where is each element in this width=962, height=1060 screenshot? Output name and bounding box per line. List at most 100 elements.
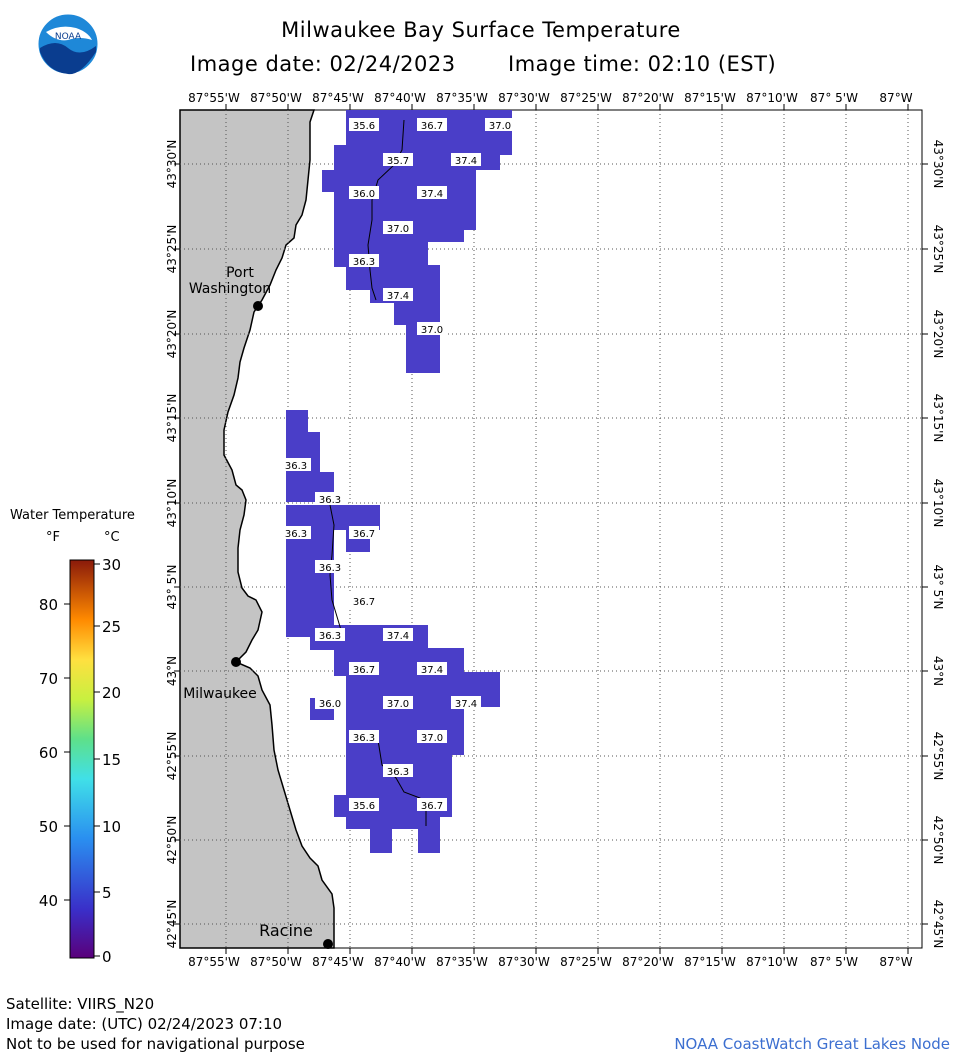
sst-pixel-block [286,585,334,615]
temp-label-text: 36.3 [319,495,341,506]
lon-label-bottom: 87°45'W [312,955,364,969]
c-tick-label: 5 [102,884,112,902]
satellite-label: Satellite: VIIRS_N20 [6,995,155,1013]
lat-label-right: 43°10'N [931,479,945,528]
sst-pixel-block [346,265,440,290]
temp-label-bg [349,594,379,607]
temp-label: 36.3 [281,526,311,540]
temp-label-text: 36.7 [421,121,443,132]
grid-lines [174,104,928,954]
lon-label-bottom: 87°20'W [622,955,674,969]
temp-label: 36.3 [315,560,345,574]
lat-label-right: 42°55'N [931,732,945,781]
temp-label: 37.0 [417,730,447,744]
temp-label: 36.7 [417,118,447,132]
logo-text: NOAA [55,32,82,42]
sst-pixel-block [418,828,440,853]
temp-label-bg [349,186,379,199]
city-label: Milwaukee [183,686,257,702]
temp-label: 37.0 [485,118,515,132]
lon-label-bottom: 87°40'W [374,955,426,969]
lat-label-right: 43°25'N [931,225,945,274]
temp-label: 36.7 [417,798,447,812]
temp-label-text: 36.3 [285,529,307,540]
temp-label-text: 36.0 [353,189,375,200]
temp-label-text: 37.0 [387,224,409,235]
city-label: Racine [259,921,313,940]
temp-label-text: 37.0 [387,699,409,710]
lat-label-left: 43°20'N [165,310,179,359]
lat-label-left: 43°30'N [165,140,179,189]
lon-label-top: 87°10'W [746,91,798,105]
temp-label-text: 36.3 [353,733,375,744]
lon-label-top: 87°15'W [684,91,736,105]
temp-label-bg [315,560,345,573]
c-tick-label: 30 [102,556,121,574]
port-washington-marker [253,301,263,311]
temp-label-bg [281,526,311,539]
lat-label-right: 43° 5'N [931,565,945,610]
temp-label-bg [417,662,447,675]
temp-label-bg [417,186,447,199]
temp-label-text: 36.3 [387,767,409,778]
temp-label-bg [349,730,379,743]
temp-label-bg [315,696,345,709]
temp-label: 37.4 [451,696,481,710]
temp-label-bg [417,322,447,335]
temp-label-text: 37.4 [421,189,443,200]
lat-label-left: 42°55'N [165,732,179,781]
temp-label-text: 37.4 [455,699,477,710]
lat-label-right: 43°20'N [931,310,945,359]
sst-pixel-block [322,170,476,192]
disclaimer: Not to be used for navigational purpose [6,1035,305,1053]
lon-label-top: 87°50'W [250,91,302,105]
lat-label-left: 43°N [165,656,179,686]
temp-label-bg [417,730,447,743]
lon-label-bottom: 87°10'W [746,955,798,969]
lon-label-top: 87°20'W [622,91,674,105]
temp-label-text: 36.3 [353,257,375,268]
temp-label-text: 35.6 [353,121,375,132]
c-tick-label: 15 [102,751,121,769]
temp-label-bg [485,118,515,131]
lat-label-right: 43°15'N [931,394,945,443]
axis-labels: 87°55'W 87°55'W 87°50'W 87°50'W 87°45'W 87°45… [165,91,945,969]
legend-unit-c: °C [104,530,120,545]
credit-label: NOAA CoastWatch Great Lakes Node [674,1035,950,1053]
c-tick-label: 25 [102,618,121,636]
lon-label-top: 87°30'W [498,91,550,105]
temp-label: 37.4 [417,186,447,200]
temp-label-text: 36.3 [319,631,341,642]
legend-unit-f: °F [46,530,60,545]
lat-label-left: 43°25'N [165,225,179,274]
temp-label-bg [451,696,481,709]
temp-label-text: 37.4 [387,631,409,642]
temp-label-bg [383,221,413,234]
lon-label-bottom: 87°W [879,955,912,969]
image-date: Image date: 02/24/2023 [190,52,456,76]
temp-label: 35.7 [383,153,413,167]
temp-label-text: 36.3 [319,563,341,574]
legend-title: Water Temperature [10,508,135,523]
racine-marker [323,939,333,949]
temp-label-bg [383,153,413,166]
temp-label-bg [383,288,413,301]
lon-label-top: 87°W [879,91,912,105]
lon-label-bottom: 87°15'W [684,955,736,969]
sst-pixel-block [334,230,464,242]
page-title: Milwaukee Bay Surface Temperature [281,18,681,42]
temp-label: 35.6 [349,118,379,132]
temp-label-bg [349,798,379,811]
temp-label-text: 37.0 [489,121,511,132]
temp-label-text: 37.4 [387,291,409,302]
temp-label: 36.3 [349,254,379,268]
temp-label-bg [383,696,413,709]
f-tick-label: 70 [39,670,58,688]
city-label: Port [226,265,254,281]
temp-label-text: 36.3 [285,461,307,472]
lat-label-left: 43°10'N [165,479,179,528]
land [179,109,335,949]
temp-label-text: 36.7 [421,801,443,812]
